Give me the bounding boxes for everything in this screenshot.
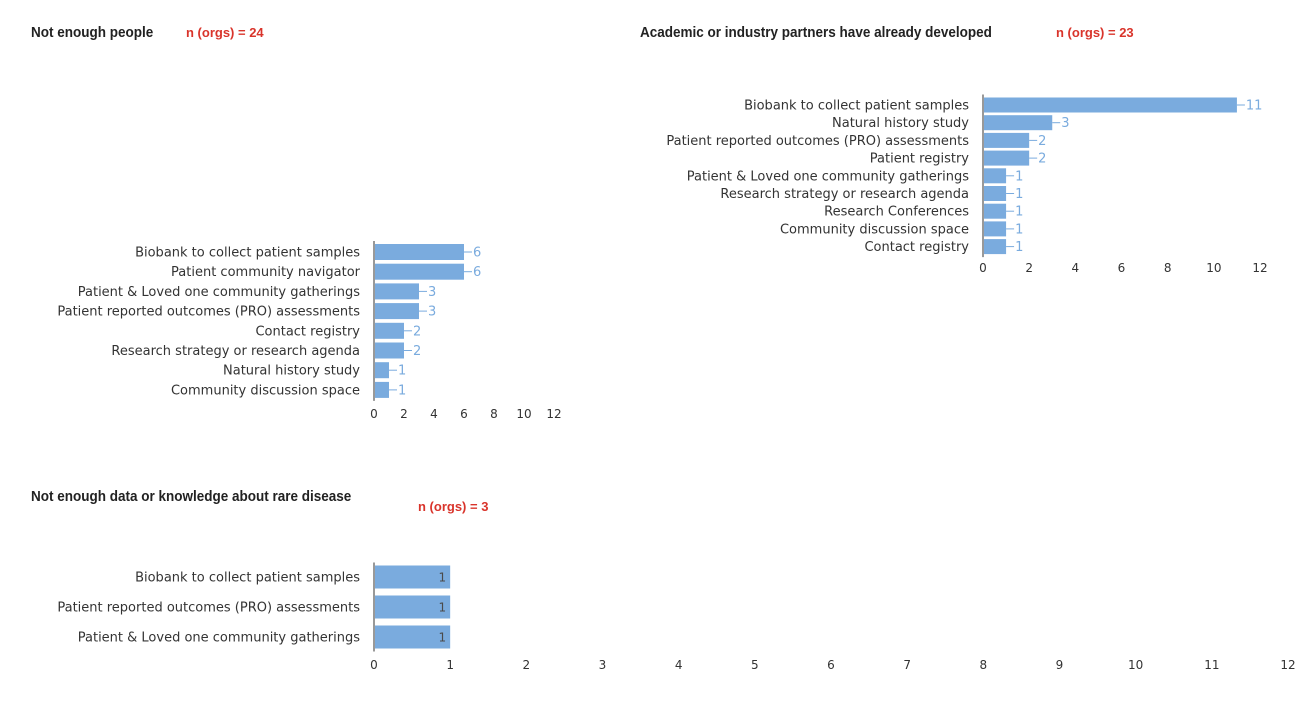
category-label: Contact registry [255, 324, 360, 339]
category-label: Biobank to collect patient samples [135, 571, 360, 586]
bar [984, 239, 1007, 255]
value-label: 1 [398, 364, 406, 379]
x-tick-label: 4 [675, 658, 683, 672]
value-label: 3 [428, 285, 436, 300]
value-label: 2 [1038, 134, 1046, 149]
x-tick-label: 2 [523, 658, 531, 672]
value-label: 1 [1015, 205, 1023, 220]
bar [375, 362, 389, 379]
category-label: Research strategy or research agenda [111, 344, 360, 359]
category-label: Natural history study [832, 116, 969, 131]
category-label: Patient community navigator [171, 265, 361, 280]
category-label: Patient registry [870, 152, 970, 167]
category-label: Patient reported outcomes (PRO) assessme… [666, 134, 969, 149]
x-tick-label: 10 [1128, 658, 1143, 672]
x-tick-label: 12 [546, 407, 561, 421]
category-label: Patient & Loved one community gatherings [78, 631, 360, 646]
category-label: Biobank to collect patient samples [744, 99, 969, 114]
x-tick-label: 4 [1072, 261, 1080, 275]
value-label: 6 [473, 246, 481, 261]
x-tick-label: 5 [751, 658, 759, 672]
value-label: 1 [439, 631, 447, 645]
value-label: 2 [413, 324, 421, 339]
bar [984, 168, 1007, 184]
chart-1-title: Not enough people [31, 24, 154, 41]
bar [984, 186, 1007, 201]
category-label: Community discussion space [171, 383, 360, 398]
bar [984, 132, 1030, 148]
x-tick-label: 0 [370, 658, 378, 672]
value-label: 1 [1015, 169, 1023, 184]
chart-3-n-label: n (orgs) = 3 [418, 499, 489, 514]
category-label: Research Conferences [824, 205, 969, 220]
value-label: 1 [439, 601, 447, 615]
category-label: Biobank to collect patient samples [135, 246, 360, 261]
x-tick-label: 6 [460, 407, 468, 421]
x-tick-label: 12 [1280, 658, 1295, 672]
bar [984, 150, 1030, 166]
x-tick-label: 8 [1164, 261, 1172, 275]
category-label: Research strategy or research agenda [720, 187, 969, 202]
chart-2-title: Academic or industry partners have alrea… [640, 24, 992, 41]
x-tick-label: 3 [599, 658, 607, 672]
bar [984, 221, 1007, 237]
category-label: Contact registry [864, 240, 969, 255]
value-label: 3 [428, 305, 436, 320]
x-tick-label: 12 [1252, 261, 1267, 275]
x-tick-label: 6 [1118, 261, 1126, 275]
category-label: Patient & Loved one community gatherings [687, 169, 969, 184]
bar [375, 322, 404, 339]
x-tick-label: 4 [430, 407, 438, 421]
x-tick-label: 9 [1056, 658, 1064, 672]
value-label: 2 [413, 344, 421, 359]
value-label: 6 [473, 265, 481, 280]
x-tick-label: 1 [446, 658, 454, 672]
bar [375, 283, 419, 300]
x-tick-label: 8 [980, 658, 988, 672]
value-label: 11 [1246, 99, 1263, 114]
bar [984, 203, 1007, 219]
x-tick-label: 11 [1204, 658, 1219, 672]
bar [375, 263, 464, 280]
category-label: Patient reported outcomes (PRO) assessme… [57, 305, 360, 320]
bar [984, 115, 1053, 131]
bar [375, 381, 389, 398]
x-tick-label: 10 [1206, 261, 1221, 275]
x-tick-label: 10 [516, 407, 531, 421]
chart-2-n-label: n (orgs) = 23 [1056, 25, 1134, 40]
bar [375, 625, 451, 649]
value-label: 1 [439, 571, 447, 585]
chart-1-n-label: n (orgs) = 24 [186, 25, 264, 40]
bar [984, 97, 1237, 113]
x-tick-label: 0 [370, 407, 378, 421]
value-label: 2 [1038, 152, 1046, 167]
x-tick-label: 6 [827, 658, 835, 672]
value-label: 1 [1015, 187, 1023, 202]
x-tick-label: 0 [979, 261, 987, 275]
category-label: Natural history study [223, 364, 360, 379]
x-tick-label: 2 [1025, 261, 1033, 275]
bar [375, 244, 464, 260]
value-label: 3 [1061, 116, 1069, 131]
value-label: 1 [1015, 240, 1023, 255]
bar [375, 303, 419, 320]
category-label: Community discussion space [780, 222, 969, 237]
x-tick-label: 2 [400, 407, 408, 421]
x-tick-label: 8 [490, 407, 498, 421]
value-label: 1 [398, 383, 406, 398]
bar [375, 565, 451, 589]
value-label: 1 [1015, 222, 1023, 237]
bar [375, 342, 404, 359]
x-tick-label: 7 [903, 658, 911, 672]
bar [375, 595, 451, 619]
category-label: Patient reported outcomes (PRO) assessme… [57, 601, 360, 616]
category-label: Patient & Loved one community gatherings [78, 285, 360, 300]
chart-3-title: Not enough data or knowledge about rare … [31, 488, 352, 505]
